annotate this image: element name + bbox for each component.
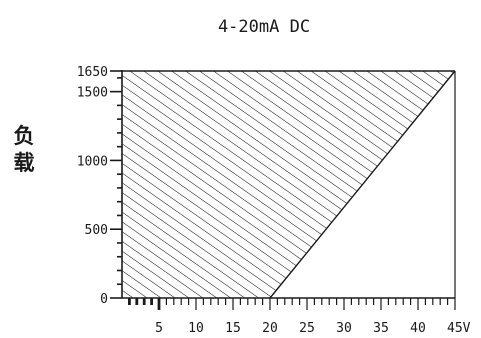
x-tick-label: 35 (373, 321, 389, 336)
x-tick-label: 15 (225, 321, 241, 336)
plot-area: 0 500 1000 1500 1650 5 10 15 20 25 30 35 40 45V (77, 65, 471, 336)
hatched-operating-region (122, 71, 455, 298)
x-tick-label: 5 (155, 321, 163, 336)
x-tick-label: 10 (188, 321, 204, 336)
x-tick-label: 25 (299, 321, 315, 336)
chart-title: 4-20mA DC (218, 17, 310, 37)
y-tick-label: 1000 (77, 154, 108, 169)
x-tick-label: 30 (336, 321, 352, 336)
x-tick-label: 40 (410, 321, 426, 336)
y-tick-label: 0 (100, 292, 108, 307)
y-tick-label: 1650 (77, 65, 108, 80)
x-tick-label: 20 (262, 321, 278, 336)
y-axis-label: 负载 (14, 124, 35, 175)
y-tick-label: 1500 (77, 86, 108, 101)
y-tick-label: 500 (85, 223, 108, 238)
x-tick-label: 45V (447, 321, 471, 336)
load-limit-line (269, 70, 456, 299)
